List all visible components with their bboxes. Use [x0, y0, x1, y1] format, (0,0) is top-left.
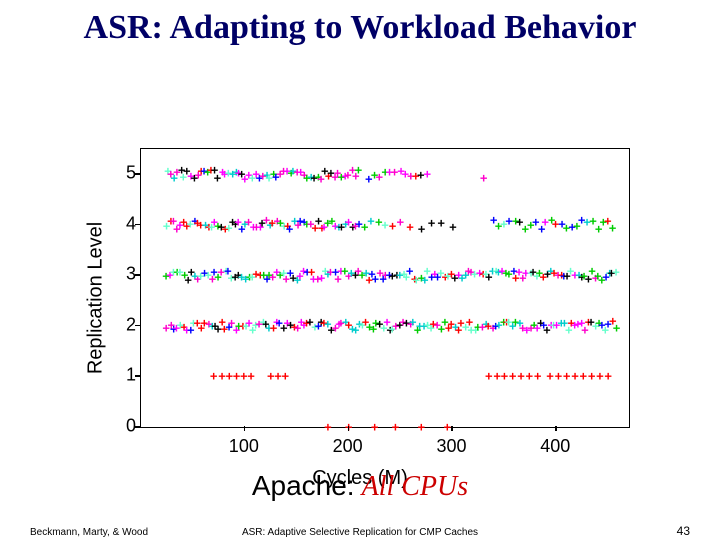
data-point: + [546, 370, 554, 383]
data-point: + [418, 421, 426, 434]
data-point: + [418, 222, 426, 235]
x-tick-label: 300 [436, 436, 466, 457]
data-point: + [604, 370, 612, 383]
data-point: + [371, 421, 379, 434]
data-point: + [526, 370, 534, 383]
data-point: + [406, 221, 414, 234]
subtitle-cpus: All CPUs [362, 471, 469, 502]
data-point: + [609, 222, 617, 235]
data-point: + [509, 370, 517, 383]
data-point: + [247, 370, 255, 383]
data-point: + [596, 370, 604, 383]
plot-area: ++++++++++++++++++++++++++++++++++++++++… [140, 148, 630, 428]
subtitle-app: Apache: [252, 470, 355, 501]
data-point: + [444, 421, 452, 434]
data-point: + [449, 221, 457, 234]
data-point: + [571, 370, 579, 383]
data-point: + [517, 370, 525, 383]
data-point: + [534, 370, 542, 383]
footer-paper-title: ASR: Adaptive Selective Replication for … [0, 527, 720, 538]
data-point: + [485, 370, 493, 383]
data-point: + [480, 172, 488, 185]
data-point: + [324, 421, 332, 434]
data-point: + [563, 370, 571, 383]
data-point: + [367, 215, 375, 228]
data-point: + [381, 218, 389, 231]
data-point: + [501, 370, 509, 383]
footer-page-number: 43 [677, 524, 690, 538]
x-tick-label: 100 [229, 436, 259, 457]
data-point: + [392, 421, 400, 434]
data-point: + [389, 220, 397, 233]
x-tick-label: 200 [333, 436, 363, 457]
data-point: + [428, 216, 436, 229]
slide-title: ASR: Adapting to Workload Behavior [40, 8, 680, 47]
data-point: + [437, 217, 445, 230]
data-point: + [424, 168, 432, 181]
chart-container: Replication Level ++++++++++++++++++++++… [80, 138, 640, 458]
data-point: + [612, 266, 620, 279]
data-point: + [588, 370, 596, 383]
x-tick-label: 400 [540, 436, 570, 457]
data-point: + [613, 322, 621, 335]
data-point: + [210, 370, 218, 383]
data-point: + [580, 370, 588, 383]
y-axis-label: Replication Level [85, 222, 108, 374]
data-point: + [396, 216, 404, 229]
data-point: + [355, 164, 363, 177]
data-point: + [282, 370, 290, 383]
chart-subtitle: Apache: All CPUs [0, 470, 720, 503]
data-point: + [555, 370, 563, 383]
